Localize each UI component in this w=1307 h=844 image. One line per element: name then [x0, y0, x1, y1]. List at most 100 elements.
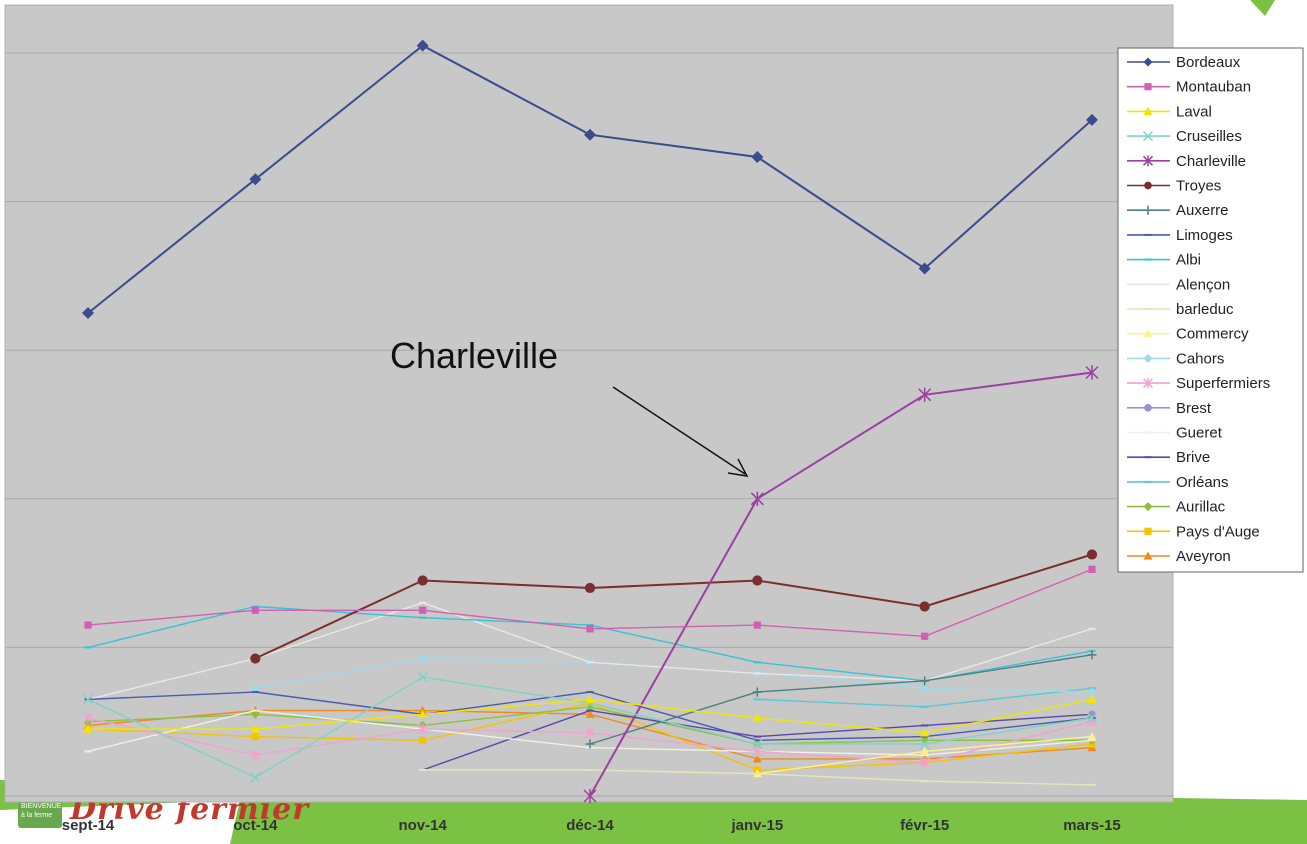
data-point: [249, 173, 262, 186]
annotation-arrow: [612, 386, 749, 477]
data-point: [585, 739, 595, 749]
legend-marker: [1143, 57, 1153, 67]
data-point: [752, 687, 762, 697]
legend-item-bordeaux: Bordeaux: [1127, 54, 1241, 71]
legend-marker: [1144, 83, 1152, 91]
data-point: [585, 709, 595, 718]
series-laval: [83, 694, 1097, 737]
legend-item-barleduc: barleduc: [1127, 301, 1234, 318]
data-point: [586, 625, 594, 633]
legend-item-superfermiers: Superfermiers: [1127, 375, 1270, 392]
legend-label: Charleville: [1176, 153, 1246, 170]
series-cruseilles: [82, 672, 1098, 783]
gridlines: [5, 52, 1173, 797]
legend-item-montauban: Montauban: [1127, 79, 1251, 96]
data-point: [416, 39, 429, 52]
data-point: [250, 653, 261, 664]
legend-marker: [1143, 353, 1153, 363]
data-point: [751, 151, 764, 164]
legend-item-brest: Brest: [1127, 400, 1212, 417]
legend-marker: [1142, 155, 1154, 167]
series-line: [254, 553, 1093, 660]
legend-marker: [1144, 527, 1152, 535]
data-point: [250, 709, 260, 719]
legend-label: Orléans: [1176, 474, 1229, 491]
data-point: [250, 683, 260, 693]
legend-item-cruseilles: Cruseilles: [1127, 128, 1242, 145]
data-point: [1087, 694, 1097, 704]
data-point: [584, 582, 596, 594]
data-point: [419, 606, 427, 614]
data-point: [919, 757, 930, 768]
legend-label: Brest: [1176, 400, 1212, 417]
legend-marker: [1142, 131, 1154, 142]
data-point: [920, 728, 930, 737]
annotation-label: Charleville: [390, 335, 558, 376]
legend-item-aurillac: Aurillac: [1127, 499, 1226, 516]
data-point: [82, 694, 94, 705]
data-point: [1088, 565, 1096, 573]
data-point: [584, 128, 596, 141]
legend-item-pays-d-auge: Pays d'Auge: [1127, 523, 1260, 540]
legend-label: barleduc: [1176, 301, 1234, 318]
data-point: [1087, 687, 1097, 697]
legend-marker: [1143, 205, 1153, 215]
legend-label: Aurillac: [1176, 499, 1226, 516]
data-point: [419, 736, 427, 744]
x-tick-label: févr-15: [900, 817, 949, 834]
legend-label: Alençon: [1176, 276, 1230, 293]
legend-label: Superfermiers: [1176, 375, 1270, 392]
plot-area: [4, 4, 1174, 803]
data-point: [921, 632, 929, 640]
data-point: [1086, 712, 1098, 724]
x-tick-label: mars-15: [1063, 817, 1121, 834]
legend-label: Montauban: [1176, 79, 1251, 96]
legend-item-aveyron: Aveyron: [1127, 548, 1231, 565]
legend-label: Cahors: [1176, 350, 1224, 367]
data-point: [417, 672, 428, 683]
data-point: [919, 601, 930, 612]
data-point: [82, 307, 94, 320]
data-point: [752, 738, 763, 750]
legend-label: Laval: [1176, 103, 1212, 120]
legend-item-orleans: Orléans: [1127, 474, 1229, 491]
data-point: [920, 676, 930, 686]
x-tick-label: sept-14: [62, 817, 115, 834]
data-point: [250, 772, 261, 783]
legend-label: Albi: [1176, 252, 1201, 269]
data-point: [250, 724, 260, 733]
x-tick-label: nov-14: [398, 817, 447, 834]
legend-label: Bordeaux: [1176, 54, 1241, 71]
legend-item-commercy: Commercy: [1127, 326, 1249, 343]
series-limoges: [84, 690, 1096, 742]
data-point: [1085, 365, 1099, 380]
legend-item-cahors: Cahors: [1127, 350, 1224, 367]
data-point: [82, 712, 94, 724]
legend-item-laval: Laval: [1127, 103, 1212, 120]
data-point: [920, 746, 930, 756]
legend-marker: [1143, 329, 1153, 338]
data-point: [919, 738, 930, 750]
data-point: [583, 788, 597, 804]
series-auxerre: [585, 650, 1097, 749]
legend-item-charleville: Charleville: [1127, 153, 1246, 170]
legend-item-albi: Albi: [1127, 252, 1201, 269]
legend-marker: [1144, 403, 1152, 412]
x-axis-ticks: sept-14 oct-14 nov-14 déc-14 janv-15 févr-15 m…: [62, 817, 1121, 834]
data-point: [83, 724, 93, 733]
series-layer: [82, 39, 1099, 804]
series-line: [589, 654, 1093, 745]
data-point: [920, 683, 930, 693]
legend-label: Gueret: [1176, 425, 1223, 442]
corner-decoration: [1250, 0, 1275, 16]
legend-marker: [1143, 502, 1153, 512]
series-barleduc: [419, 768, 1096, 786]
legend-item-brive: Brive: [1127, 449, 1210, 466]
legend-item-limoges: Limoges: [1127, 227, 1233, 244]
x-tick-label: janv-15: [730, 817, 783, 834]
legend-marker: [1143, 551, 1153, 560]
legend-label: Brive: [1176, 449, 1210, 466]
data-point: [251, 606, 259, 614]
legend-item-auxerre: Auxerre: [1127, 202, 1229, 219]
legend-label: Troyes: [1176, 178, 1221, 195]
